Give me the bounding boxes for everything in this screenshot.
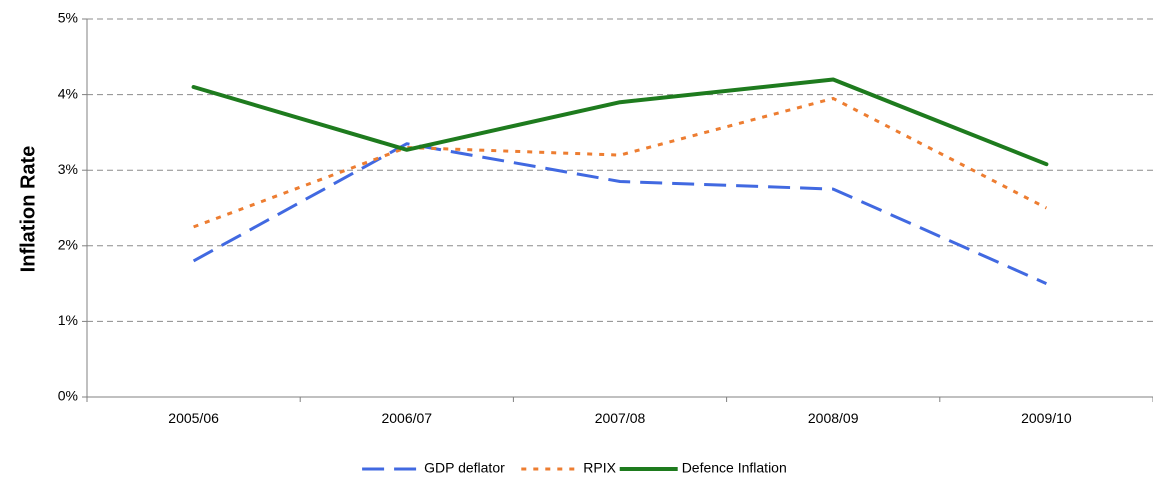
series-line-gdp-deflator xyxy=(192,142,1048,285)
x-tick-label: 2008/09 xyxy=(808,410,859,426)
series-lines xyxy=(191,77,1049,285)
gridlines xyxy=(87,18,1153,322)
x-tick-label: 2009/10 xyxy=(1021,410,1072,426)
legend-label: RPIX xyxy=(583,460,616,476)
x-tick-label: 2005/06 xyxy=(168,410,219,426)
x-tick-label: 2007/08 xyxy=(595,410,646,426)
y-tick-label: 1% xyxy=(58,312,78,328)
series-line-defence-inflation xyxy=(191,77,1049,167)
legend: GDP deflator RPIX Defence Inflation xyxy=(362,460,787,476)
axes: 0% 1% 2% 3% 4% 5% 2005/06 2006/07 2007/08 2008/09… xyxy=(58,10,1153,426)
y-tick-label: 2% xyxy=(58,237,78,253)
y-tick-label: 0% xyxy=(58,388,78,404)
y-tick-label: 5% xyxy=(58,10,78,26)
y-tick-label: 4% xyxy=(58,85,78,101)
x-tick-label: 2006/07 xyxy=(381,410,432,426)
series-line-rpix xyxy=(193,96,1048,229)
y-axis-title: Inflation Rate xyxy=(17,146,39,273)
legend-label: GDP deflator xyxy=(424,460,505,476)
legend-label: Defence Inflation xyxy=(682,460,787,476)
y-tick-label: 3% xyxy=(58,161,78,177)
